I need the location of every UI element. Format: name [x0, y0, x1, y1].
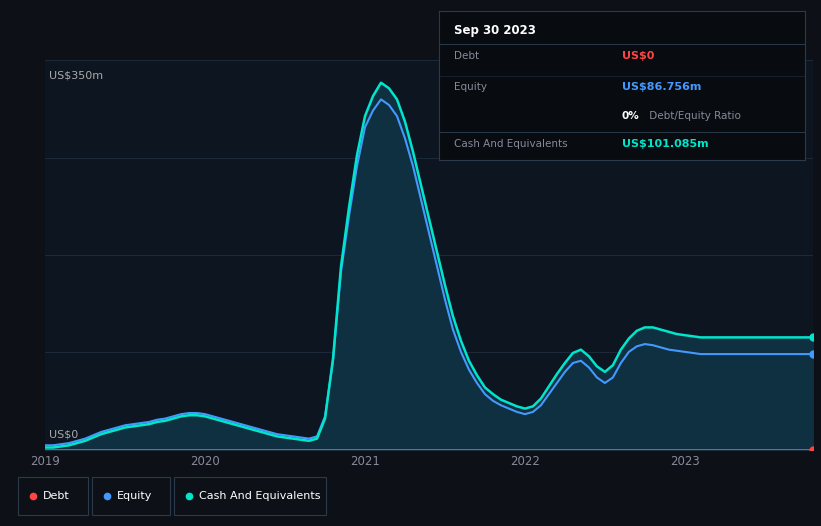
Text: 0%: 0% — [622, 111, 640, 121]
Text: Equity: Equity — [117, 491, 152, 501]
Text: US$0: US$0 — [622, 51, 654, 61]
Text: US$86.756m: US$86.756m — [622, 83, 701, 93]
Text: Debt/Equity Ratio: Debt/Equity Ratio — [645, 111, 741, 121]
Text: US$0: US$0 — [49, 430, 78, 440]
Text: Equity: Equity — [454, 83, 487, 93]
Text: Cash And Equivalents: Cash And Equivalents — [199, 491, 320, 501]
Text: Debt: Debt — [43, 491, 70, 501]
Text: Cash And Equivalents: Cash And Equivalents — [454, 139, 567, 149]
Text: Sep 30 2023: Sep 30 2023 — [454, 24, 536, 37]
Text: Debt: Debt — [454, 51, 479, 61]
Text: US$101.085m: US$101.085m — [622, 139, 709, 149]
Text: US$350m: US$350m — [49, 70, 103, 80]
